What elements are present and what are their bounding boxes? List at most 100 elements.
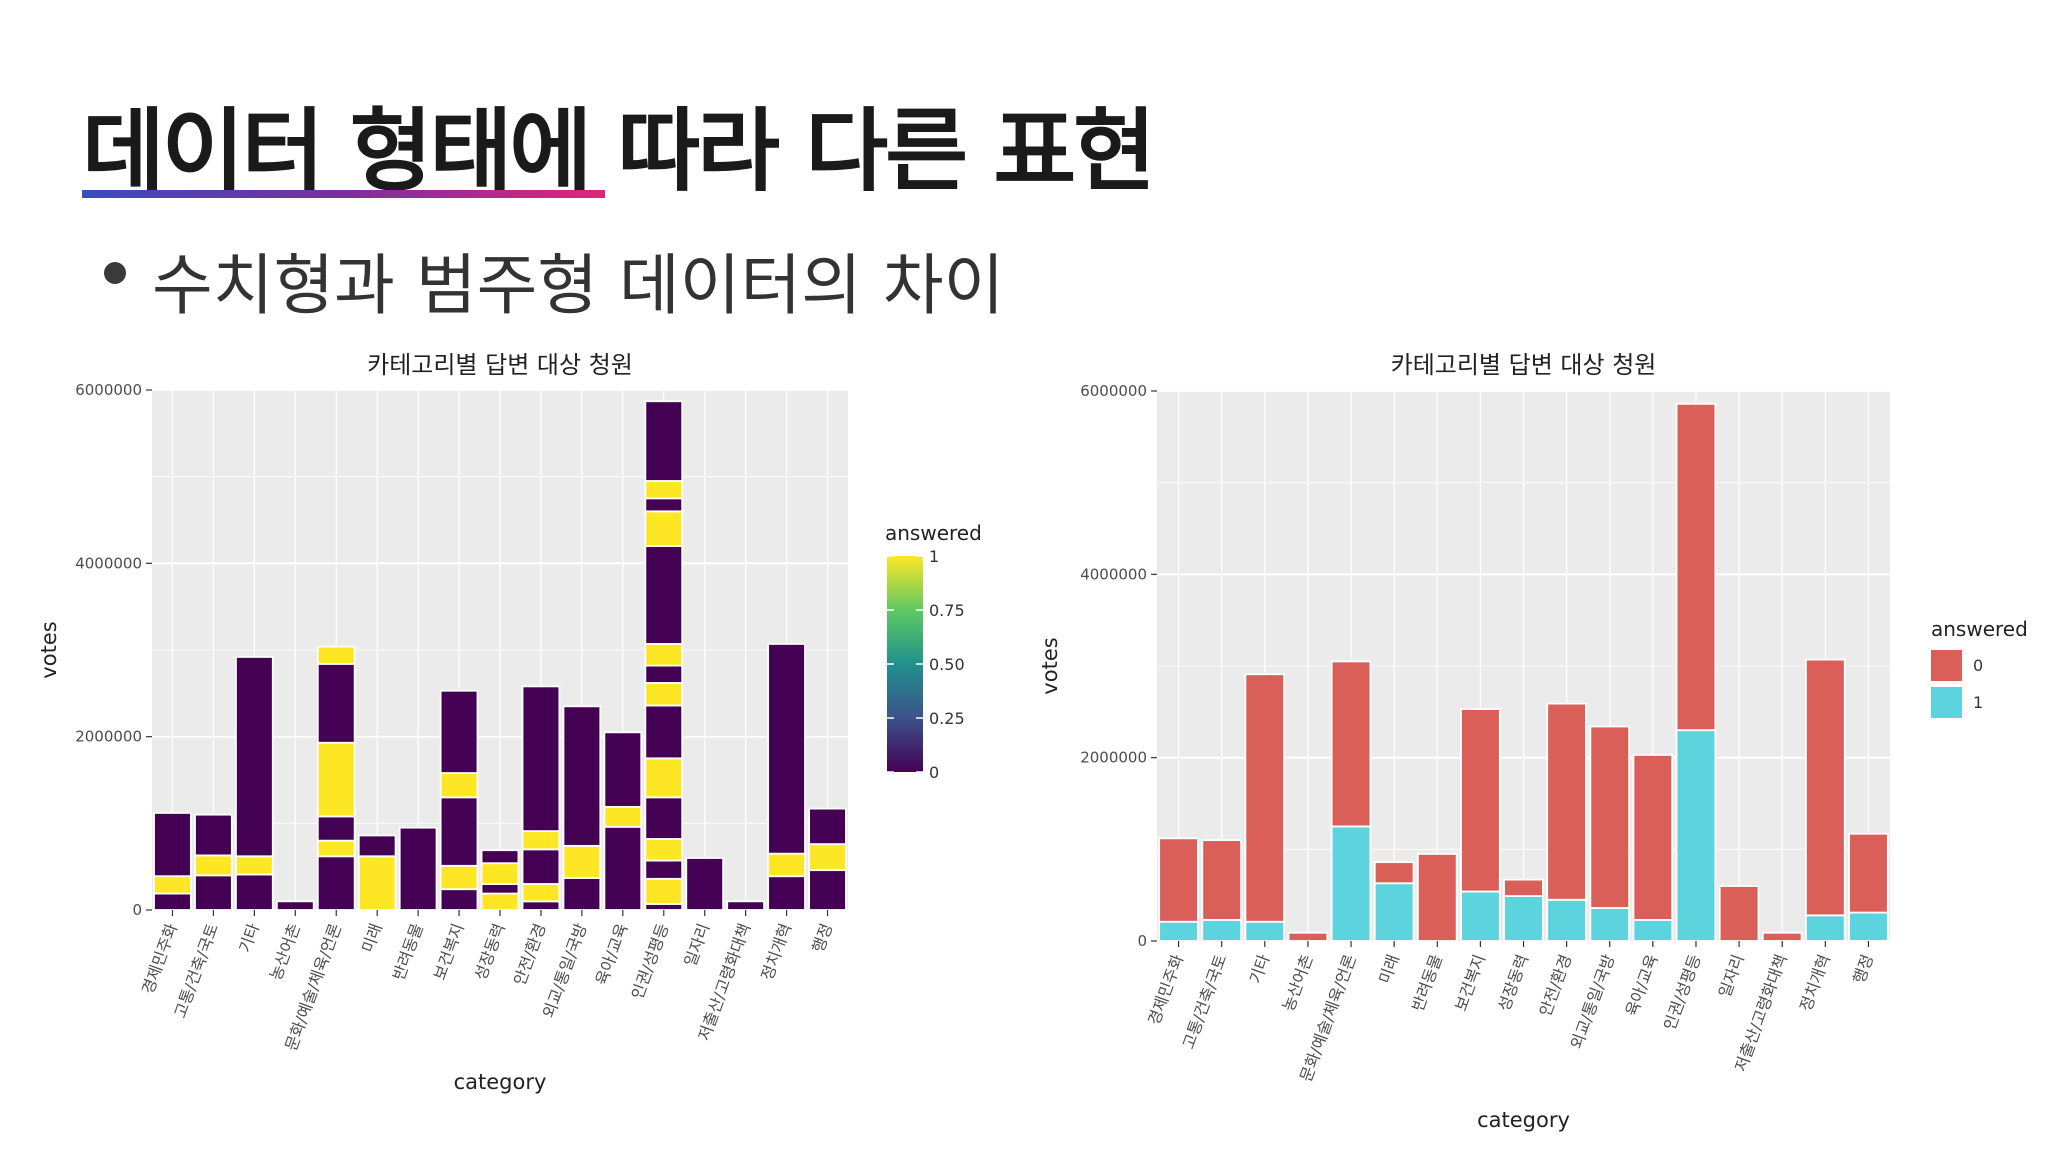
x-tick-label: 외교/통일/국방 [1567,952,1619,1052]
x-tick-label: 보건복지 [1451,952,1489,1014]
bar-segment [1330,660,1372,828]
bar-segment [316,839,356,858]
slide-title: 데이터 형태에 따라 다른 표현 [82,99,1156,204]
bar-segment [644,682,684,707]
x-tick-label: 정치개혁 [757,921,795,983]
x-axis-label: category [454,1070,547,1094]
bar-segment [644,480,684,500]
bar-segment [1503,895,1544,942]
bar-segment [480,849,520,865]
x-tick-label: 농산어촌 [1279,952,1317,1014]
bar-segment [562,877,602,911]
bar-segment [521,848,561,885]
bar-segment [275,900,315,911]
bar-segment [1589,725,1631,909]
x-tick-label: 일자리 [681,921,714,969]
bar-segment [1158,837,1199,923]
x-tick-label: 경제민주화 [1144,952,1187,1028]
bar-segment [439,772,479,799]
bar-segment [1546,702,1587,901]
x-tick-label: 행정 [808,921,836,955]
legend-tick-label: 0 [929,763,939,782]
x-tick-label: 고통/건축/국토 [1179,952,1231,1052]
x-tick-label: 기타 [235,921,263,955]
bar-segment [521,830,561,851]
bar-segment [1201,839,1242,921]
bar-segment [644,859,684,880]
bar-segment [644,796,684,840]
bar-segment [194,854,233,877]
x-tick-label: 보건복지 [430,921,468,983]
bar-segment [521,685,561,833]
bar-segment [644,877,684,905]
bar-segment [316,741,356,818]
bar-segment [603,805,643,828]
legend-swatch [1931,650,1962,681]
bar-segment [316,662,356,744]
y-tick-label: 0 [1137,932,1147,950]
bar-segment [480,862,520,885]
bar-segment [439,864,479,891]
y-tick-label: 2000000 [1080,749,1147,767]
bar-segment [644,510,684,547]
chart-viridis-stacked-bar: 카테고리별 답변 대상 청원 0 2000000 4000000 6000000 경제민주… [37,351,982,1094]
legend-entry-label: 1 [1973,693,1983,712]
bar-segment [1632,754,1674,921]
bar-segment [521,900,561,911]
x-tick-label: 일자리 [1715,952,1748,1000]
bar-segment [767,852,806,878]
bar-segment [808,807,847,846]
x-tick-label: 안전/환경 [510,921,550,988]
bar-segment [644,903,684,911]
chart-title: 카테고리별 답변 대상 청원 [1391,351,1657,379]
chart-title: 카테고리별 답변 대상 청원 [367,351,633,379]
y-tick-label: 6000000 [1080,382,1147,400]
bar-segment [1460,890,1501,942]
bar-segment [1416,853,1458,942]
bar-segment [153,892,192,911]
bar-segment [1330,825,1372,942]
bar-segment [644,400,684,482]
bar-segment [644,838,684,862]
bar-segment [398,826,438,911]
bar-segment [1201,919,1242,942]
x-tick-label: 행정 [1849,952,1877,986]
bar-segment [603,825,643,911]
bar-segment [1546,898,1587,942]
y-axis-label: votes [1038,637,1062,694]
bar-segment [316,855,356,911]
bar-segment [562,705,602,847]
x-tick-label: 육아/교육 [592,921,632,988]
x-tick-label: 고통/건축/국토 [170,921,222,1021]
legend-swatch [1931,687,1962,718]
bar-segment [1805,914,1846,942]
bar-segment [439,796,479,867]
bar-segment [1244,920,1286,942]
bar-segment [644,497,684,513]
bar-segment [480,883,520,895]
bar-segment [685,857,725,911]
bullet-dot-icon [104,262,126,284]
x-tick-label: 성장동력 [1494,952,1532,1014]
bar-segment [439,888,479,911]
x-tick-label: 미래 [1375,952,1403,986]
x-tick-label: 육아/교육 [1622,952,1662,1019]
bar-segment [644,643,684,667]
y-tick-label: 0 [132,901,142,919]
bar-segment [1373,861,1415,885]
y-tick-label: 4000000 [75,554,142,572]
bullet-text: 수치형과 범주형 데이터의 차이 [152,247,1005,324]
title-underline [82,190,605,198]
y-tick-label: 4000000 [1080,565,1147,583]
bar-segment [644,664,684,684]
bar-segment [153,812,192,878]
bar-segment [1287,931,1329,942]
bar-segment [767,875,806,911]
y-tick-label: 6000000 [75,381,142,399]
bar-segment [1373,882,1415,942]
legend-entry-label: 0 [1973,656,1983,675]
bar-segment [1460,708,1501,893]
bar-segment [1589,907,1631,942]
x-axis-label: category [1477,1108,1570,1132]
legend-tick-label: 0.50 [929,655,965,674]
